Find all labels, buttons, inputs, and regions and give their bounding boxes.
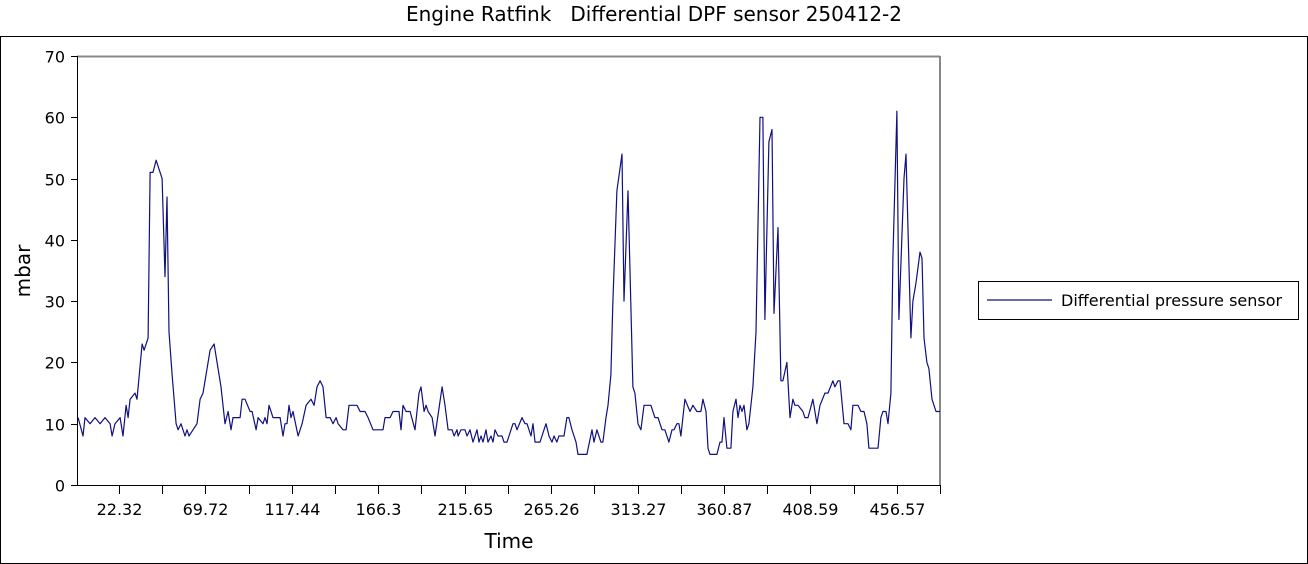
legend: Differential pressure sensor xyxy=(978,281,1299,320)
y-axis-label: mbar xyxy=(11,244,35,297)
x-tick-label: 22.32 xyxy=(97,500,143,519)
x-tick-label: 69.72 xyxy=(183,500,229,519)
series-line-differential-pressure xyxy=(77,110,940,455)
x-tick-label: 456.57 xyxy=(870,500,926,519)
x-tick-label: 408.59 xyxy=(783,500,839,519)
x-tick-label: 117.44 xyxy=(265,500,321,519)
y-tick-label: 60 xyxy=(45,109,65,128)
x-tick-label: 360.87 xyxy=(697,500,753,519)
y-tick-label: 50 xyxy=(45,171,65,190)
x-tick-label: 313.27 xyxy=(611,500,667,519)
chart-title: Engine Ratfink Differential DPF sensor 2… xyxy=(405,2,902,26)
x-tick-label: 215.65 xyxy=(438,500,494,519)
y-tick-label: 20 xyxy=(45,354,65,373)
y-tick-label: 70 xyxy=(45,48,65,67)
legend-label: Differential pressure sensor xyxy=(1061,291,1283,310)
axes xyxy=(77,55,941,486)
x-tick-label: 166.3 xyxy=(356,500,402,519)
y-tick-label: 10 xyxy=(45,416,65,435)
x-axis-label: Time xyxy=(484,529,534,553)
y-tick-label: 0 xyxy=(55,477,65,496)
x-tick-label: 265.26 xyxy=(524,500,580,519)
y-tick-label: 40 xyxy=(45,232,65,251)
y-tick-label: 30 xyxy=(45,293,65,312)
